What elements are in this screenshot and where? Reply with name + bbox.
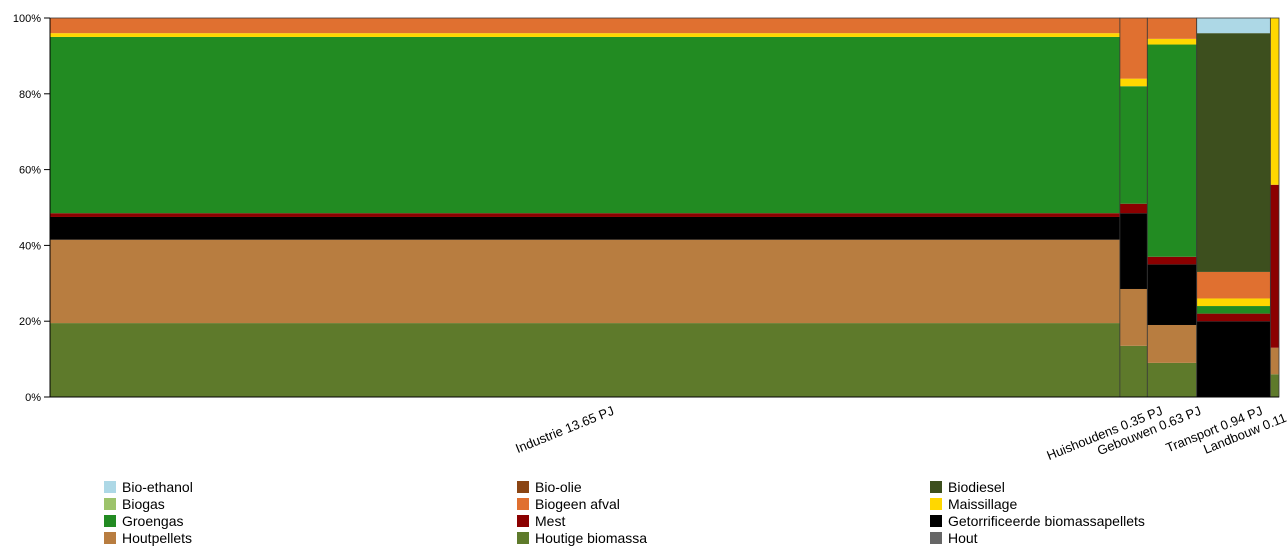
segment-transport-biodiesel xyxy=(1196,33,1271,272)
segment-huishoudens-getorrificeerde-biomassapellets xyxy=(1119,213,1148,289)
y-tick-label: 0% xyxy=(25,392,41,404)
y-axis: 0% 20% 40% 60% 80% 100% xyxy=(13,13,1279,404)
y-tick-label: 40% xyxy=(19,240,41,252)
column-huishoudens xyxy=(1119,17,1148,398)
legend-swatch xyxy=(930,515,942,527)
legend-swatch xyxy=(930,532,942,544)
category-labels: Industrie 13.65 PJ Huishoudens 0.35 PJGeb… xyxy=(513,403,1287,463)
y-tick-label: 60% xyxy=(19,165,41,177)
legend-item-maissillage: Maissillage xyxy=(930,496,1017,512)
legend-label: Houtpellets xyxy=(122,530,192,546)
segment-industrie-getorrificeerde-biomassapellets xyxy=(50,216,1120,240)
legend-label: Groengas xyxy=(122,513,183,529)
segment-landbouw-mest xyxy=(1270,184,1279,348)
legend-swatch xyxy=(930,481,942,493)
segment-huishoudens-houtige-biomassa xyxy=(1119,345,1148,397)
segment-industrie-maissillage xyxy=(50,33,1120,37)
legend-label: Biodiesel xyxy=(948,479,1005,495)
segment-gebouwen-biogeen-afval xyxy=(1147,18,1197,39)
legend-item-biogeen-afval: Biogeen afval xyxy=(517,496,620,512)
segment-industrie-houtpellets xyxy=(50,239,1120,324)
segment-transport-bio-ethanol xyxy=(1196,18,1271,34)
segment-huishoudens-groengas xyxy=(1119,86,1148,204)
segment-gebouwen-groengas xyxy=(1147,44,1197,257)
segment-industrie-mest xyxy=(50,213,1120,217)
segment-gebouwen-houtpellets xyxy=(1147,324,1197,363)
legend-item-houtige-biomassa: Houtige biomassa xyxy=(517,530,647,546)
legend-item-getorrificeerde-biomassapellets: Getorrificeerde biomassapellets xyxy=(930,513,1145,529)
segment-landbouw-maissillage xyxy=(1270,18,1279,185)
segment-huishoudens-maissillage xyxy=(1119,78,1148,87)
column-transport xyxy=(1196,17,1271,398)
y-tick-label: 80% xyxy=(19,89,41,101)
legend-swatch xyxy=(517,515,529,527)
segment-gebouwen-getorrificeerde-biomassapellets xyxy=(1147,264,1197,325)
legend-label: Biogas xyxy=(122,496,165,512)
legend: Bio-ethanol Bio-olie Biodiesel Biogas Biogee… xyxy=(104,479,1145,546)
segment-gebouwen-mest xyxy=(1147,256,1197,265)
segment-landbouw-houtpellets xyxy=(1270,347,1279,375)
segment-transport-groengas xyxy=(1196,306,1271,314)
column-industrie xyxy=(49,17,1121,398)
segment-huishoudens-mest xyxy=(1119,203,1148,214)
segment-transport-biogeen-afval xyxy=(1196,271,1271,299)
legend-swatch xyxy=(517,481,529,493)
legend-label: Hout xyxy=(948,530,978,546)
legend-item-bio-olie: Bio-olie xyxy=(517,479,582,495)
legend-label: Mest xyxy=(535,513,565,529)
legend-swatch xyxy=(104,498,116,510)
column-landbouw xyxy=(1269,17,1280,398)
segment-landbouw-houtige-biomassa xyxy=(1270,374,1279,397)
legend-label: Bio-ethanol xyxy=(122,479,193,495)
legend-swatch xyxy=(104,532,116,544)
segment-huishoudens-houtpellets xyxy=(1119,288,1148,346)
legend-swatch xyxy=(104,515,116,527)
legend-item-groengas: Groengas xyxy=(104,513,183,529)
segment-industrie-groengas xyxy=(50,36,1120,214)
legend-label: Maissillage xyxy=(948,496,1017,512)
legend-swatch xyxy=(517,532,529,544)
segment-transport-maissillage xyxy=(1196,298,1271,307)
legend-item-bio-ethanol: Bio-ethanol xyxy=(104,479,193,495)
legend-swatch xyxy=(930,498,942,510)
y-tick-label: 20% xyxy=(19,316,41,328)
legend-swatch xyxy=(517,498,529,510)
legend-item-biogas: Biogas xyxy=(104,496,165,512)
segment-industrie-biogeen-afval xyxy=(50,18,1120,34)
legend-swatch xyxy=(104,481,116,493)
legend-label: Biogeen afval xyxy=(535,496,620,512)
segment-transport-mest xyxy=(1196,313,1271,322)
segment-gebouwen-maissillage xyxy=(1147,38,1197,45)
legend-item-houtpellets: Houtpellets xyxy=(104,530,192,546)
legend-item-hout: Hout xyxy=(930,530,978,546)
segment-huishoudens-biogeen-afval xyxy=(1119,18,1148,79)
legend-item-biodiesel: Biodiesel xyxy=(930,479,1005,495)
bars-layer xyxy=(49,17,1280,398)
legend-label: Getorrificeerde biomassapellets xyxy=(948,513,1145,529)
y-tick-label: 100% xyxy=(13,13,41,25)
legend-label: Bio-olie xyxy=(535,479,582,495)
segment-transport-getorrificeerde-biomassapellets xyxy=(1196,321,1271,397)
segment-gebouwen-houtige-biomassa xyxy=(1147,362,1197,397)
category-label-industrie: Industrie 13.65 PJ xyxy=(513,403,616,456)
legend-label: Houtige biomassa xyxy=(535,530,647,546)
segment-industrie-houtige-biomassa xyxy=(50,323,1120,397)
legend-item-mest: Mest xyxy=(517,513,565,529)
column-gebouwen xyxy=(1146,17,1198,398)
